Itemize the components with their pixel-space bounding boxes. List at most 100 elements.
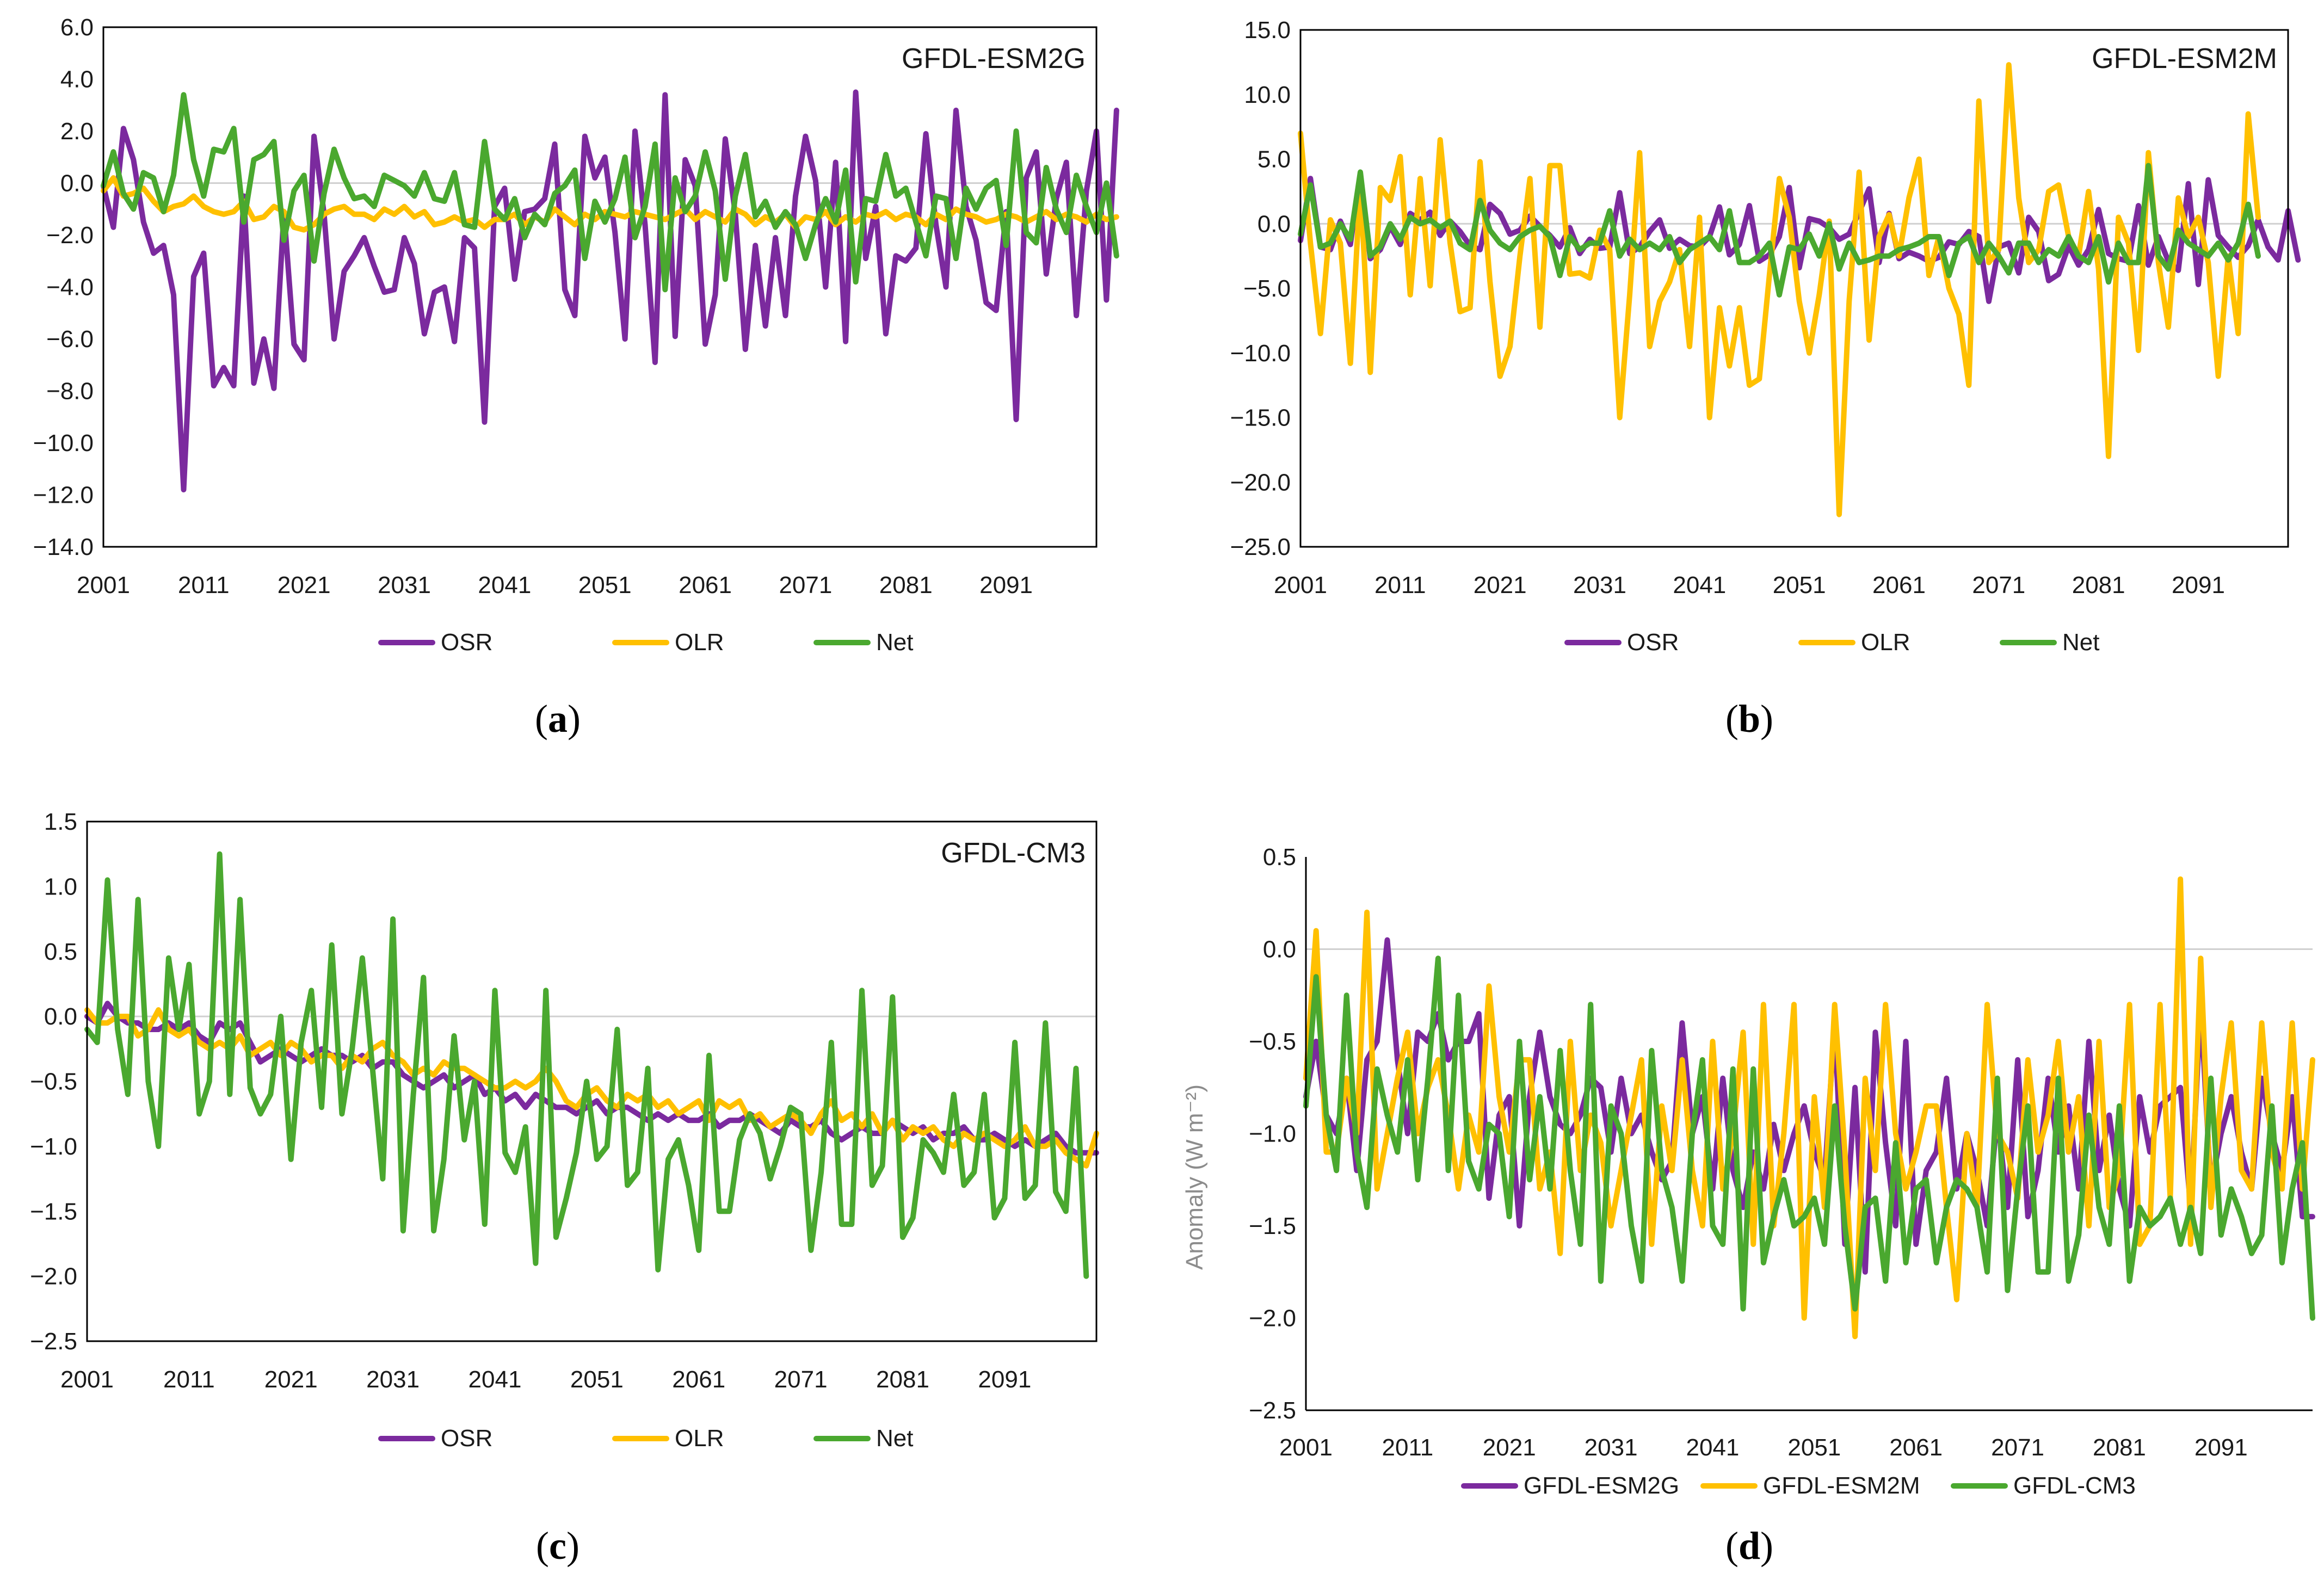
x-tick-label: 2061: [672, 1366, 725, 1393]
x-tick-label: 2071: [779, 572, 832, 598]
y-tick-label: 0.0: [44, 1003, 77, 1030]
chart-panel-a: 6.0 4.0 2.0 0.0 −2.0 −4.0 −6.0 −8.0 −10.0 −12.0 −1…: [33, 14, 1119, 741]
x-tick-label: 2021: [278, 572, 331, 598]
legend: OSR OLR Net: [1564, 629, 2099, 656]
x-tick-label: 2021: [1483, 1434, 1536, 1461]
series-line-gfdl-esm2g: [1303, 937, 2315, 1275]
y-tick-label: 1.5: [44, 809, 77, 835]
legend-label-gfdl-esm2g: GFDL-ESM2G: [1524, 1472, 1679, 1499]
chart-panel-c: 1.5 1.0 0.5 0.0 −0.5 −1.0 −1.5 −2.0 −2.5 2001 2011…: [30, 809, 1099, 1568]
panel-caption: (c): [536, 1524, 580, 1568]
x-tick-label: 2041: [478, 572, 531, 598]
y-tick-label: 10.0: [1244, 82, 1291, 108]
panel-caption: (b): [1725, 697, 1773, 741]
chart-panel-d: 0.5 0.0 −0.5 −1.0 −1.5 −2.0 −2.5 2001 2011 2021 20…: [1181, 844, 2315, 1568]
chart-title: GFDL-ESM2M: [2092, 43, 2277, 75]
legend-label-net: Net: [2062, 629, 2099, 656]
y-tick-label: −1.5: [1249, 1213, 1296, 1239]
y-tick-label: 0.0: [60, 170, 94, 197]
x-tick-label: 2011: [1374, 572, 1426, 598]
plot-frame: [102, 26, 1098, 548]
x-tick-label: 2001: [1279, 1434, 1333, 1461]
y-tick-label: −1.0: [1249, 1121, 1296, 1147]
x-tick-label: 2011: [163, 1366, 215, 1393]
y-tick-label: −6.0: [46, 326, 94, 353]
y-tick-label: −1.5: [30, 1198, 77, 1225]
y-tick-label: −10.0: [33, 430, 94, 456]
x-tick-label: 2051: [1787, 1434, 1841, 1461]
x-tick-label: 2091: [2172, 572, 2225, 598]
series-line-osr: [1298, 170, 2301, 304]
x-tick-label: 2051: [578, 572, 632, 598]
x-tick-label: 2011: [1382, 1434, 1434, 1461]
legend-label-gfdl-cm3: GFDL-CM3: [2013, 1472, 2136, 1499]
series-line-net: [84, 851, 1089, 1279]
y-tick-label: 1.0: [44, 873, 77, 900]
y-tick-label: −2.0: [30, 1263, 77, 1290]
x-tick-label: 2081: [879, 572, 933, 598]
plot-frame: [86, 820, 1098, 1342]
x-tick-label: 2041: [469, 1366, 522, 1393]
x-tick-label: 2061: [1872, 572, 1926, 598]
x-tick-label: 2091: [2194, 1434, 2248, 1461]
y-tick-label: −0.5: [1249, 1028, 1296, 1055]
y-tick-label: 0.0: [1263, 936, 1296, 963]
x-tick-label: 2031: [378, 572, 431, 598]
x-tick-label: 2081: [2093, 1434, 2146, 1461]
x-tick-label: 2051: [1773, 572, 1826, 598]
y-tick-label: 4.0: [60, 66, 94, 93]
y-tick-label: −2.5: [1249, 1397, 1296, 1424]
x-tick-label: 2001: [60, 1366, 114, 1393]
y-tick-label: 5.0: [1257, 146, 1291, 173]
series-line-net: [101, 92, 1119, 293]
y-tick-label: 0.5: [44, 939, 77, 965]
y-tick-label: −5.0: [1243, 275, 1291, 302]
y-tick-label: −0.5: [30, 1069, 77, 1095]
y-tick-label: −2.0: [1249, 1305, 1296, 1332]
y-tick-label: 2.0: [60, 118, 94, 145]
plot-frame: [1299, 29, 2289, 548]
x-tick-label: 2081: [876, 1366, 929, 1393]
x-tick-label: 2011: [178, 572, 230, 598]
legend: OSR OLR Net: [378, 1425, 913, 1452]
y-tick-label: −14.0: [33, 534, 94, 560]
legend-label-osr: OSR: [441, 629, 492, 656]
x-tick-label: 2071: [1972, 572, 2025, 598]
legend: OSR OLR Net: [378, 629, 913, 656]
x-tick-label: 2061: [679, 572, 732, 598]
y-tick-label: −10.0: [1230, 340, 1291, 367]
y-tick-label: −2.0: [46, 222, 94, 249]
x-tick-label: 2091: [978, 1366, 1031, 1393]
y-tick-label: −20.0: [1230, 469, 1291, 496]
series-line-osr: [101, 89, 1119, 492]
legend: GFDL-ESM2G GFDL-ESM2M GFDL-CM3: [1461, 1472, 2136, 1499]
series-line-net: [1298, 163, 2261, 298]
legend-label-osr: OSR: [441, 1425, 492, 1452]
x-tick-label: 2071: [1991, 1434, 2044, 1461]
y-tick-label: −4.0: [46, 274, 94, 301]
series-line-olr: [84, 1007, 1099, 1169]
legend-label-net: Net: [876, 629, 913, 656]
y-tick-label: 6.0: [60, 14, 94, 41]
x-tick-label: 2001: [1274, 572, 1327, 598]
y-tick-label: −2.5: [30, 1328, 77, 1355]
x-tick-label: 2071: [774, 1366, 828, 1393]
series-line-olr: [1298, 62, 2261, 517]
legend-label-gfdl-esm2m: GFDL-ESM2M: [1763, 1472, 1920, 1499]
y-tick-label: 15.0: [1244, 17, 1291, 44]
y-tick-label: −25.0: [1230, 534, 1291, 560]
series-line-gfdl-cm3: [1303, 955, 2315, 1321]
x-tick-label: 2041: [1686, 1434, 1740, 1461]
y-axis-label: Anomaly (W m⁻²): [1181, 1084, 1208, 1270]
y-tick-label: −1.0: [30, 1133, 77, 1160]
legend-label-olr: OLR: [675, 629, 724, 656]
x-tick-label: 2041: [1673, 572, 1726, 598]
chart-title: GFDL-CM3: [941, 837, 1086, 869]
x-tick-label: 2031: [366, 1366, 420, 1393]
x-tick-label: 2021: [1474, 572, 1527, 598]
x-tick-label: 2061: [1889, 1434, 1943, 1461]
legend-label-net: Net: [876, 1425, 913, 1452]
x-tick-label: 2051: [570, 1366, 624, 1393]
panel-caption: (a): [535, 697, 581, 741]
